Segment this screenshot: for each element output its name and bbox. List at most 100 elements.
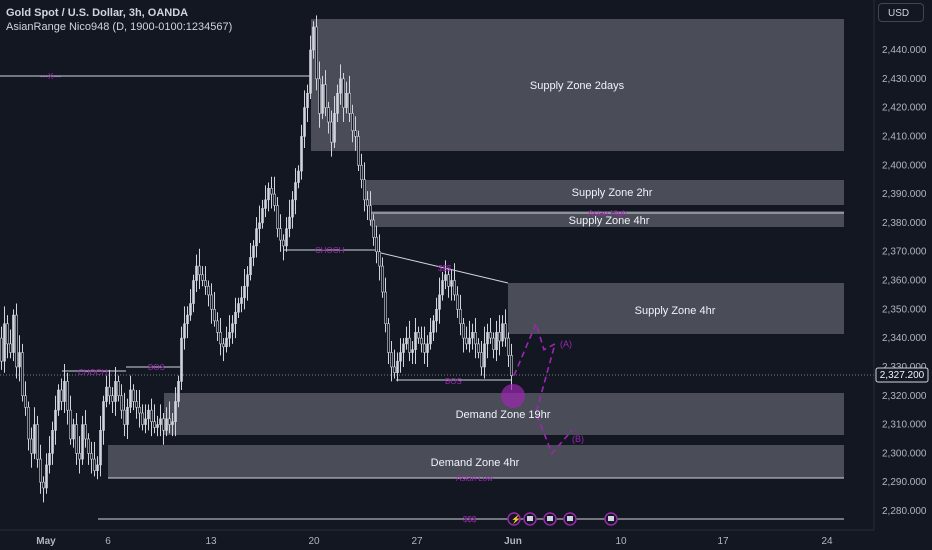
- supply-zone-4hr-lower[interactable]: [508, 283, 844, 334]
- indicator-label[interactable]: AsianRange Nico948 (D, 1900-0100:1234567…: [6, 21, 233, 33]
- price-tick-label: 2,340.000: [882, 333, 927, 344]
- candle-body: [480, 352, 483, 368]
- candle-body: [426, 343, 429, 353]
- candle-body: [363, 179, 366, 201]
- price-tick-label: 2,410.000: [882, 131, 927, 142]
- candle-body: [201, 274, 204, 281]
- label-demand-zone-19hr: Demand Zone 19hr: [456, 409, 551, 421]
- candle-body: [435, 309, 438, 322]
- symbol-title[interactable]: Gold Spot / U.S. Dollar, 3h, OANDA: [6, 7, 189, 19]
- candle-body: [300, 136, 303, 172]
- candle-body: [183, 323, 186, 339]
- time-tick-label: 13: [205, 536, 217, 547]
- candle-body: [150, 409, 153, 422]
- candle-body: [291, 199, 294, 218]
- candle-body: [87, 438, 90, 454]
- supply-zone-2hr[interactable]: [366, 180, 844, 205]
- candle-body: [315, 26, 318, 80]
- candle-body: [348, 92, 351, 114]
- supply-zone-2days[interactable]: [311, 19, 844, 151]
- price-tick-label: 2,440.000: [882, 45, 927, 56]
- candle-body: [399, 352, 402, 362]
- candle-body: [321, 84, 324, 114]
- candle-body: [255, 228, 258, 247]
- candle-body: [312, 26, 315, 51]
- candle-body: [267, 188, 270, 201]
- candle-body: [486, 332, 489, 345]
- candle-body: [75, 424, 78, 454]
- candle-body: [393, 366, 396, 373]
- candle-body: [279, 228, 282, 241]
- price-tick-label: 2,280.000: [882, 506, 927, 517]
- choch-label-1: CHOCH: [78, 368, 108, 377]
- candle-body: [225, 337, 228, 348]
- candle-body: [495, 332, 498, 350]
- candle-body: [159, 418, 162, 425]
- candle-body: [132, 389, 135, 402]
- candle-body: [450, 280, 453, 287]
- candle-body: [174, 401, 177, 422]
- candle-body: [249, 257, 252, 276]
- candle-body: [351, 113, 354, 131]
- candle-body: [120, 395, 123, 411]
- candle-body: [423, 343, 426, 353]
- candle-body: [228, 332, 231, 339]
- candle-body: [492, 337, 495, 350]
- candle-body: [357, 136, 360, 166]
- candle-body: [72, 424, 75, 440]
- candle-body: [219, 332, 222, 345]
- candle-body: [96, 464, 99, 471]
- svg-text:⚡: ⚡: [511, 514, 521, 524]
- candle-body: [138, 406, 141, 414]
- demand-zone-4hr[interactable]: [108, 445, 844, 478]
- candle-body: [243, 285, 246, 299]
- candle-body: [84, 424, 87, 440]
- candle-body: [114, 381, 117, 402]
- supply-zone-4hr-upper[interactable]: [371, 211, 844, 227]
- event-icons: ⚡: [507, 512, 618, 526]
- candle-body: [354, 130, 357, 137]
- bos-label-2: BOS: [445, 377, 462, 386]
- candle-body: [447, 274, 450, 287]
- price-axis[interactable]: 2,440.000 2,430.000 2,420.000 2,410.000 2,40…: [873, 0, 927, 530]
- candle-body: [468, 337, 471, 345]
- time-axis[interactable]: May 6 13 20 27 Jun 10 17 24: [0, 529, 874, 547]
- candle-body: [129, 389, 132, 408]
- candle-body: [93, 458, 96, 471]
- candle-body: [63, 381, 66, 402]
- price-tick-label: 2,320.000: [882, 391, 927, 402]
- candle-body: [462, 323, 465, 339]
- candle-body: [459, 309, 462, 325]
- price-tick-label: 2,430.000: [882, 74, 927, 85]
- candle-body: [6, 323, 9, 345]
- candle-body: [264, 199, 267, 209]
- candle-body: [168, 418, 171, 425]
- candle-body: [171, 421, 174, 425]
- candle-body: [54, 409, 57, 431]
- candle-body: [270, 188, 273, 195]
- candle-body: [339, 78, 342, 94]
- candle-body: [162, 418, 165, 431]
- candle-body: [27, 406, 30, 440]
- candle-body: [195, 265, 198, 281]
- candle-body: [42, 481, 45, 489]
- candle-body: [108, 386, 111, 397]
- lightning-icon[interactable]: [507, 512, 521, 526]
- candle-body: [240, 297, 243, 304]
- label-supply-zone-2days: Supply Zone 2days: [530, 80, 625, 92]
- currency-button[interactable]: USD: [878, 3, 924, 22]
- candle-body: [111, 395, 114, 402]
- price-tick-label: 2,420.000: [882, 103, 927, 114]
- wave-b-label: (B): [572, 434, 584, 444]
- candle-body: [429, 332, 432, 345]
- candle-body: [474, 332, 477, 345]
- candle-body: [453, 280, 456, 296]
- candle-body: [144, 418, 147, 425]
- candle-body: [378, 251, 381, 267]
- candle-body: [222, 343, 225, 348]
- candle-body: [465, 337, 468, 345]
- candle-body: [252, 245, 255, 258]
- price-tick-label: 2,380.000: [882, 218, 927, 229]
- candle-body: [258, 222, 261, 229]
